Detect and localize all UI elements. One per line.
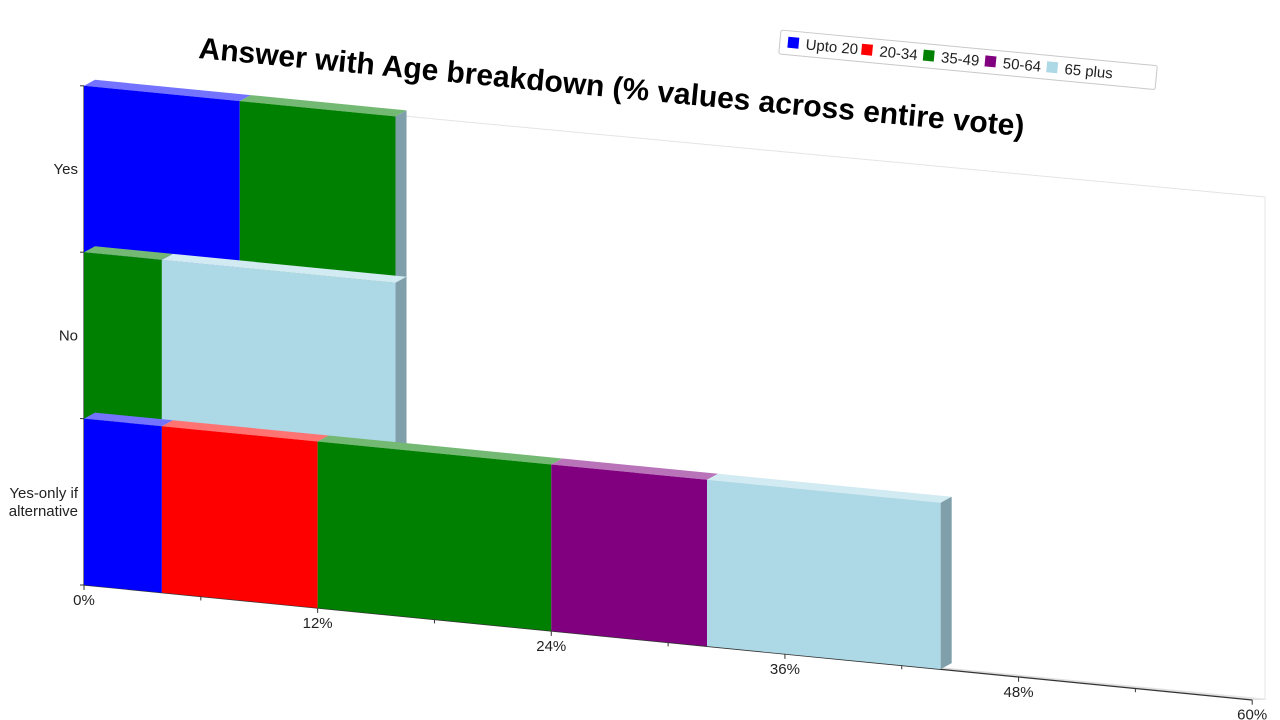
bar-segment: [84, 246, 173, 427]
x-tick-label: 12%: [303, 615, 333, 632]
legend-swatch: [787, 36, 800, 49]
legend-label: 35-49: [940, 49, 980, 70]
x-tick-label: 60%: [1237, 707, 1267, 720]
bar-segment-side: [940, 496, 952, 670]
bar-segment-top: [707, 473, 952, 503]
bars-group: [84, 79, 952, 670]
legend-swatch: [861, 43, 874, 56]
bar-segment-front: [551, 464, 708, 647]
legend: Upto 20 20-34 35-49 50-64 65 plus: [778, 29, 1158, 90]
bar-segment: [239, 95, 407, 283]
legend-item: 65 plus: [1046, 61, 1114, 82]
bar-segment-top: [161, 420, 329, 442]
bar-segment-front: [161, 259, 396, 450]
bar-segment-front: [84, 418, 162, 593]
x-tick-label: 48%: [1004, 684, 1034, 701]
legend-label: 50-64: [1002, 55, 1042, 76]
bar-segment-top: [317, 435, 563, 465]
legend-label: Upto 20: [805, 36, 859, 58]
legend-swatch: [1046, 61, 1059, 74]
legend-box: [778, 29, 1158, 90]
y-tick-label: Yes: [54, 161, 78, 178]
y-ticks-group: Yes No Yes-only if alternative: [9, 85, 84, 586]
bar-segment-top: [161, 253, 407, 283]
x-ticks-group: 0% 12% 24% 36% 48% 60%: [73, 585, 1267, 720]
x-tick-label: 0%: [73, 592, 95, 609]
bar-segment-front: [317, 441, 552, 631]
bar-segment: [317, 435, 563, 631]
legend-item: 35-49: [922, 49, 980, 70]
bar-segment: [161, 253, 407, 450]
bar-segment: [551, 458, 719, 647]
x-tick-label: 36%: [770, 661, 800, 678]
bar-segment: [707, 473, 952, 670]
legend-swatch: [922, 49, 935, 62]
legend-item: 50-64: [984, 55, 1042, 76]
bar-segment: [84, 412, 173, 593]
bar-segment-top: [84, 246, 173, 260]
legend-label: 20-34: [879, 43, 919, 64]
bar-segment-top: [84, 412, 173, 427]
bar-segment-front: [84, 85, 240, 268]
bar-segment-front: [239, 101, 396, 283]
bar-segment-top: [551, 458, 719, 480]
x-tick-label: 24%: [536, 638, 566, 655]
bar-segment-side: [395, 110, 407, 283]
bar-segment-front: [161, 426, 318, 608]
bar-segment-front: [707, 479, 941, 670]
legend-item: Upto 20: [787, 36, 859, 58]
bar-segment: [161, 420, 329, 608]
bar-segment: [84, 79, 251, 268]
y-tick-label: No: [59, 327, 78, 344]
legend-label: 65 plus: [1064, 61, 1114, 82]
y-tick-label: Yes-only if alternative: [9, 485, 79, 520]
bar-segment-front: [84, 252, 162, 427]
bar-segment-top: [84, 79, 251, 102]
bar-segment-top: [239, 95, 407, 117]
bar-segment-side: [395, 276, 407, 450]
legend-item: 20-34: [861, 43, 919, 64]
legend-swatch: [984, 55, 997, 68]
